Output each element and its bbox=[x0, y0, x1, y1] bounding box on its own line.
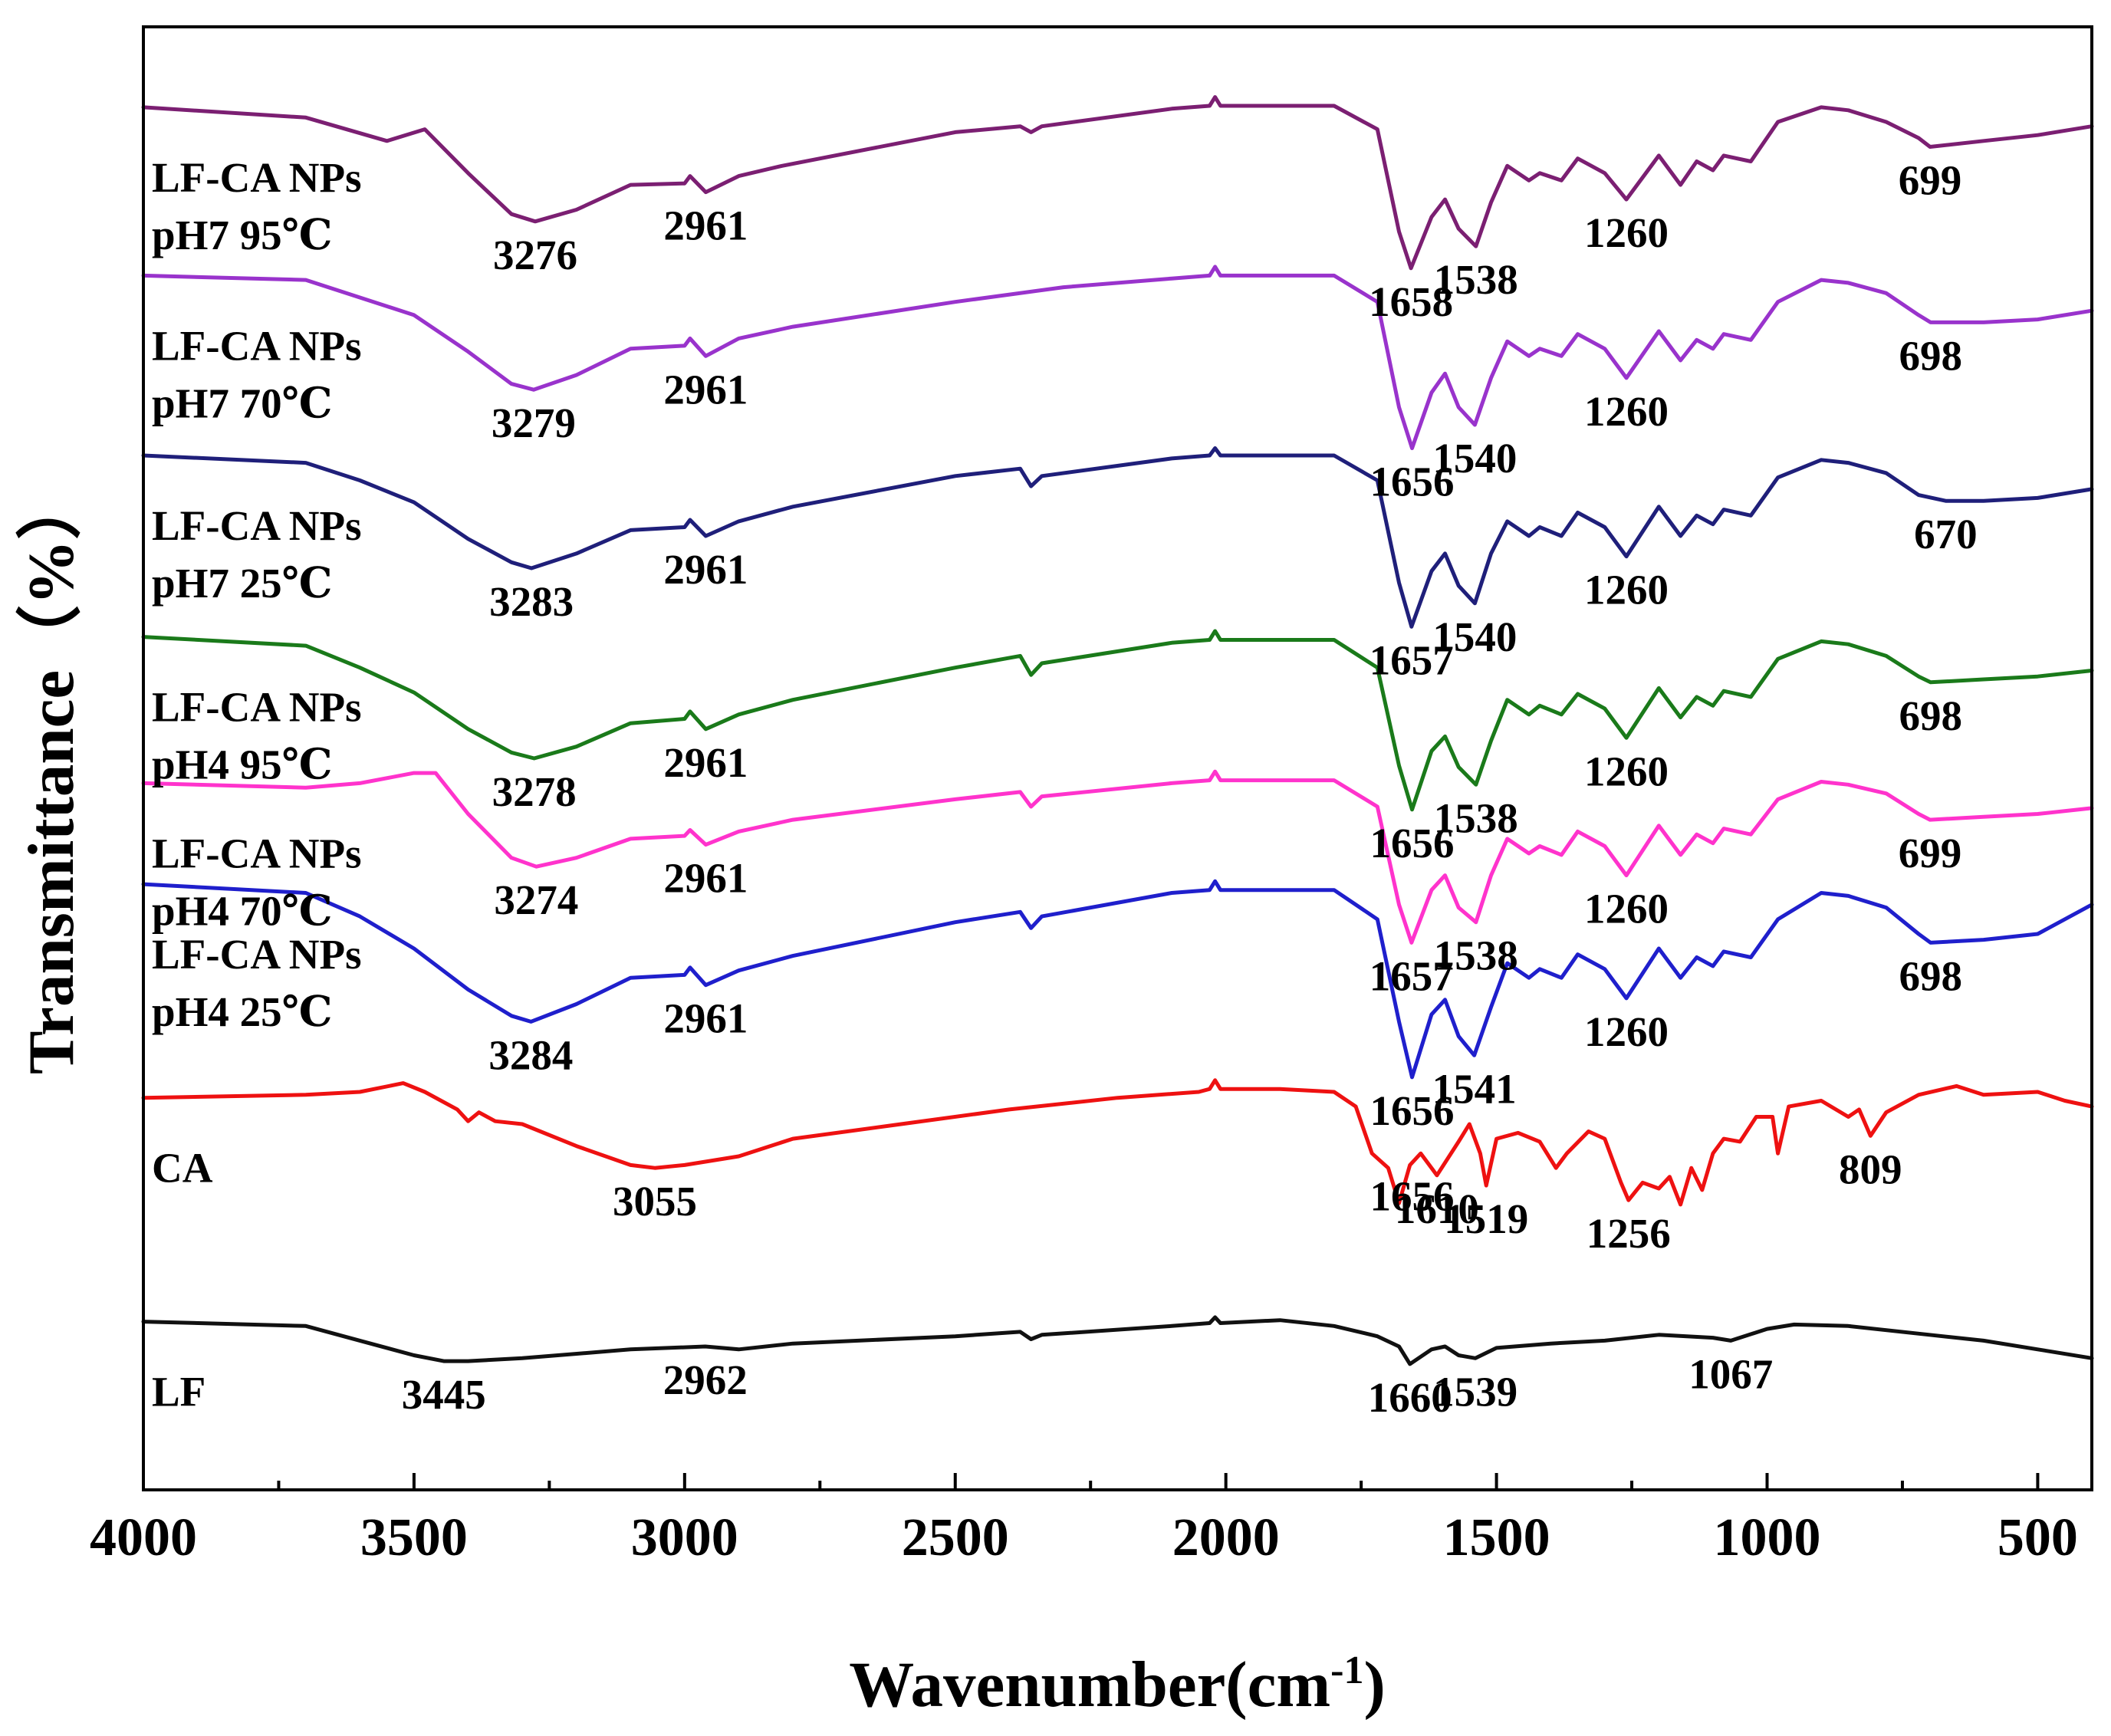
peak-label-1-6: 699 bbox=[1899, 157, 1962, 204]
peak-label-1-4: 1538 bbox=[1434, 256, 1518, 303]
peak-label-1-5: 1260 bbox=[1584, 209, 1669, 256]
peak-label-2-5: 1260 bbox=[1584, 388, 1669, 435]
peak-label-5-6: 699 bbox=[1899, 830, 1962, 876]
peak-label-6-1: 3284 bbox=[488, 1031, 573, 1078]
series-condition-label-5: pH4 70℃ bbox=[152, 887, 333, 934]
peak-label-4-2: 2961 bbox=[663, 739, 748, 786]
x-tick-label: 2000 bbox=[1172, 1508, 1280, 1567]
peak-label-5-2: 2961 bbox=[663, 855, 748, 902]
series-line-3 bbox=[141, 446, 2094, 629]
peak-label-2-2: 2961 bbox=[663, 366, 748, 413]
peak-label-2-1: 3279 bbox=[492, 399, 576, 446]
peak-label-6-5: 1260 bbox=[1584, 1008, 1669, 1055]
peak-label-1-2: 2961 bbox=[663, 202, 748, 249]
x-tick-label: 4000 bbox=[90, 1508, 197, 1567]
peak-label-6-3: 1656 bbox=[1370, 1087, 1455, 1134]
peak-label-8-1: 3445 bbox=[402, 1371, 486, 1418]
peak-label-6-2: 2961 bbox=[663, 995, 748, 1042]
x-axis-title: Wavenumber(cm-1) bbox=[849, 1649, 1386, 1721]
peak-label-1-1: 3276 bbox=[493, 232, 577, 278]
series-label-1: LF-CA NPs bbox=[152, 154, 361, 201]
series-line-7 bbox=[141, 1078, 2094, 1207]
peak-label-2-6: 698 bbox=[1899, 332, 1962, 379]
peak-label-3-6: 670 bbox=[1914, 511, 1978, 557]
peak-label-7-5: 1256 bbox=[1587, 1210, 1671, 1257]
peak-label-7-6: 809 bbox=[1839, 1146, 1902, 1192]
peak-label-3-1: 3283 bbox=[489, 578, 574, 625]
peak-label-2-4: 1540 bbox=[1432, 435, 1517, 482]
peak-label-8-5: 1067 bbox=[1688, 1350, 1773, 1397]
series-line-4 bbox=[141, 629, 2094, 812]
peak-label-7-4: 1519 bbox=[1444, 1195, 1528, 1242]
y-axis-title: Transmittance（%） bbox=[15, 475, 87, 1074]
series-condition-label-2: pH7 70℃ bbox=[152, 380, 333, 426]
x-tick-label: 3500 bbox=[360, 1508, 468, 1567]
series-condition-label-6: pH4 25℃ bbox=[152, 988, 333, 1035]
peak-label-4-6: 698 bbox=[1899, 692, 1962, 739]
series-line-8 bbox=[141, 1315, 2094, 1366]
series-label-3: LF-CA NPs bbox=[152, 502, 361, 549]
x-tick-label: 1000 bbox=[1714, 1508, 1821, 1567]
peak-label-1-3: 1658 bbox=[1369, 278, 1453, 325]
peak-label-8-3: 1660 bbox=[1368, 1374, 1452, 1421]
peak-label-3-3: 1657 bbox=[1370, 636, 1454, 683]
peak-label-7-2: 1656 bbox=[1370, 1172, 1455, 1219]
series-layer bbox=[141, 95, 2094, 1366]
series-label-8: LF bbox=[152, 1369, 206, 1415]
x-tick-label: 1500 bbox=[1443, 1508, 1550, 1567]
series-line-2 bbox=[141, 265, 2094, 450]
series-condition-label-4: pH4 95℃ bbox=[152, 741, 333, 788]
peak-label-3-4: 1540 bbox=[1432, 613, 1517, 660]
peak-label-5-5: 1260 bbox=[1584, 886, 1669, 932]
series-label-4: LF-CA NPs bbox=[152, 684, 361, 731]
series-condition-label-1: pH7 95℃ bbox=[152, 212, 333, 258]
series-label-7: CA bbox=[152, 1145, 213, 1192]
peak-label-7-1: 3055 bbox=[613, 1178, 697, 1225]
peak-label-8-2: 2962 bbox=[663, 1356, 748, 1403]
x-tick-label: 2500 bbox=[902, 1508, 1009, 1567]
series-line-5 bbox=[141, 769, 2094, 945]
x-tick-label: 3000 bbox=[631, 1508, 738, 1567]
peak-label-3-2: 2961 bbox=[663, 546, 748, 593]
peak-label-4-1: 3278 bbox=[492, 768, 577, 815]
peak-label-4-4: 1538 bbox=[1434, 794, 1518, 841]
peak-label-6-6: 698 bbox=[1899, 952, 1962, 999]
plot-frame bbox=[142, 25, 2093, 1491]
series-label-6: LF-CA NPs bbox=[152, 931, 361, 978]
peak-label-5-3: 1657 bbox=[1370, 952, 1454, 999]
series-line-6 bbox=[141, 879, 2094, 1080]
peak-label-4-3: 1656 bbox=[1370, 820, 1455, 866]
series-condition-label-3: pH7 25℃ bbox=[152, 560, 333, 607]
series-label-2: LF-CA NPs bbox=[152, 322, 361, 369]
x-tick-label: 500 bbox=[1998, 1508, 2078, 1567]
peak-label-4-5: 1260 bbox=[1584, 748, 1669, 794]
series-label-5: LF-CA NPs bbox=[152, 830, 361, 876]
peak-label-5-1: 3274 bbox=[494, 876, 578, 923]
series-line-1 bbox=[141, 95, 2094, 271]
peak-label-2-3: 1656 bbox=[1370, 459, 1455, 505]
peak-label-6-4: 1541 bbox=[1432, 1065, 1517, 1112]
peak-label-3-5: 1260 bbox=[1584, 567, 1669, 613]
peak-label-8-4: 1539 bbox=[1433, 1368, 1517, 1415]
peak-label-5-4: 1538 bbox=[1434, 932, 1518, 979]
axes-layer: 4000 3500 3000 2500 2000 1500 1000 500 bbox=[90, 25, 2093, 1567]
peak-label-7-3: 1610 bbox=[1395, 1185, 1479, 1232]
